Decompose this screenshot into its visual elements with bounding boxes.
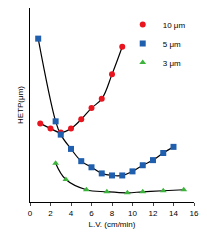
svg-text:10 μm: 10 μm xyxy=(163,21,186,30)
svg-text:16: 16 xyxy=(190,209,199,218)
svg-text:6: 6 xyxy=(89,209,94,218)
svg-text:2: 2 xyxy=(48,209,53,218)
svg-text:3 μm: 3 μm xyxy=(163,59,181,68)
svg-text:0: 0 xyxy=(28,209,33,218)
svg-text:14: 14 xyxy=(169,209,178,218)
svg-text:4: 4 xyxy=(69,209,74,218)
svg-text:10: 10 xyxy=(128,209,137,218)
svg-text:5 μm: 5 μm xyxy=(163,40,181,49)
svg-text:L.V. (cm/min): L.V. (cm/min) xyxy=(89,220,136,229)
svg-text:HETP(μm): HETP(μm) xyxy=(16,86,25,124)
svg-text:8: 8 xyxy=(110,209,115,218)
svg-text:12: 12 xyxy=(149,209,158,218)
